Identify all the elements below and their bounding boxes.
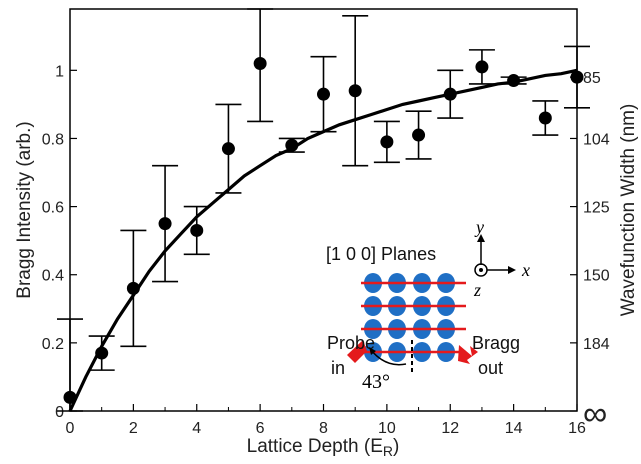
x-tick-label: 6 <box>256 420 265 437</box>
probe-label: Probe <box>327 333 375 353</box>
y-tick-label: 0.6 <box>42 200 64 217</box>
data-point <box>348 84 362 98</box>
axis-z-label: z <box>473 280 481 300</box>
y-tick-label: 0.2 <box>42 336 64 353</box>
x-tick-label: 10 <box>378 420 396 437</box>
planes-label: [1 0 0] Planes <box>326 244 436 264</box>
secondary-y-axis-title: Wavefunction Width (nm) <box>618 104 639 317</box>
axis-x-label: x <box>521 260 530 280</box>
angle-label: 43° <box>362 371 390 393</box>
y2-tick-label: 85 <box>583 70 601 87</box>
lattice-inset-diagram: [1 0 0] Planes y x z Probe in Bragg out … <box>326 217 530 393</box>
lattice-planes <box>361 281 466 354</box>
bragg-label: Bragg <box>472 333 520 353</box>
x-tick-label: 14 <box>505 420 523 437</box>
y2-tick-label: 184 <box>583 336 610 353</box>
data-points-layer <box>63 57 584 404</box>
x-tick-label: 4 <box>192 420 201 437</box>
data-point <box>507 74 521 88</box>
y2-tick-label: 104 <box>583 131 610 148</box>
data-point <box>412 128 426 142</box>
data-point <box>570 70 584 84</box>
secondary-y-axis-ticks: 85 104 125 150 184 ∞ <box>570 70 610 433</box>
axis-y-label: y <box>474 217 484 237</box>
y-tick-label: 0.8 <box>42 131 64 148</box>
data-point <box>158 217 172 231</box>
data-point <box>63 390 77 404</box>
data-point <box>126 281 140 295</box>
x-tick-label: 2 <box>129 420 138 437</box>
x-tick-label: 0 <box>66 420 75 437</box>
x-tick-label: 16 <box>568 420 586 437</box>
data-point <box>285 138 299 152</box>
x-axis-title: Lattice Depth (ER) <box>247 436 400 459</box>
angle-arrowhead-icon <box>369 347 376 355</box>
atom-grid <box>364 273 455 362</box>
probe-label-in: in <box>331 358 345 378</box>
x-tick-label: 8 <box>319 420 328 437</box>
z-out-of-page-icon <box>474 263 488 277</box>
y-tick-label: 0.4 <box>42 268 64 285</box>
bragg-label-out: out <box>478 358 503 378</box>
y-tick-label: 1 <box>55 63 64 80</box>
y-axis-ticks: 0 0.2 0.4 0.6 0.8 1 <box>42 63 77 421</box>
z-dot-icon <box>479 268 483 272</box>
data-point <box>380 135 394 149</box>
probe-in-arrow-icon <box>347 340 367 363</box>
data-point <box>221 142 235 156</box>
y-tick-label: 0 <box>55 404 64 421</box>
y-arrowhead-icon <box>477 234 485 242</box>
y2-tick-label: ∞ <box>583 395 607 433</box>
x-axis-ticks: 0 2 4 6 8 10 12 14 16 <box>66 404 586 437</box>
data-point <box>253 57 267 71</box>
data-point <box>538 111 552 125</box>
bragg-out-arrow-icon <box>458 345 478 364</box>
data-point <box>443 87 457 101</box>
data-point <box>190 223 204 237</box>
y-axis-title: Bragg Intensity (arb.) <box>14 121 35 298</box>
x-tick-label: 12 <box>441 420 459 437</box>
data-point <box>317 87 330 101</box>
data-point <box>95 346 109 360</box>
x-arrowhead-icon <box>508 266 516 274</box>
data-point <box>475 60 489 74</box>
y2-tick-label: 150 <box>583 268 610 285</box>
y2-tick-label: 125 <box>583 200 610 217</box>
